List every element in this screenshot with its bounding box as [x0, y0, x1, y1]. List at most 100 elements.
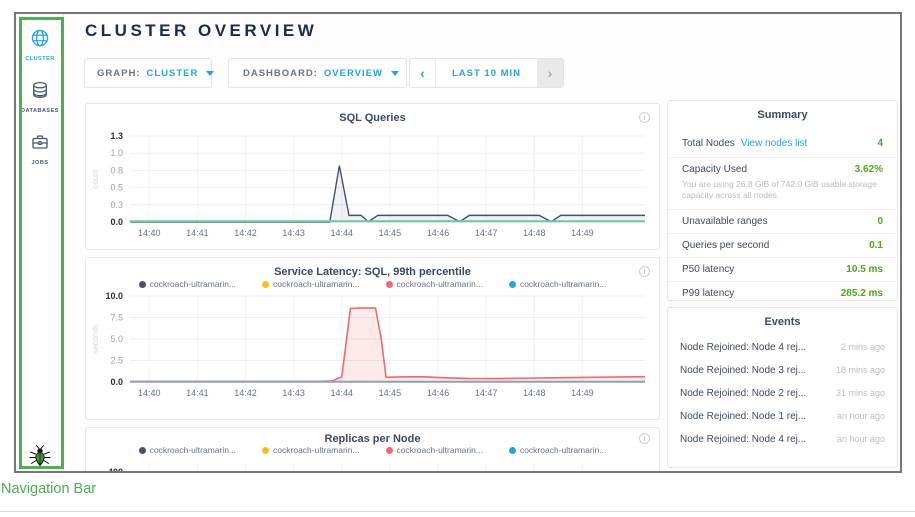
svg-text:14:44: 14:44: [331, 388, 354, 398]
legend-dot-icon: [386, 447, 393, 454]
legend-item: cockroach-ultramarin...: [509, 445, 606, 455]
svg-text:400: 400: [108, 467, 123, 473]
svg-text:14:43: 14:43: [282, 388, 305, 398]
event-row[interactable]: Node Rejoined: Node 4 rej... an hour ago: [668, 428, 897, 451]
summary-value: 285.2 ms: [841, 288, 883, 299]
page-divider: [0, 511, 915, 512]
summary-row-p50-latency: P50 latency 10.5 ms: [668, 258, 897, 282]
time-range-selector: ‹ LAST 10 MIN ›: [409, 58, 564, 88]
svg-text:10.0: 10.0: [105, 291, 123, 301]
svg-text:0.8: 0.8: [110, 165, 123, 175]
svg-text:14:40: 14:40: [138, 388, 161, 398]
svg-text:14:46: 14:46: [427, 388, 450, 398]
legend-item: cockroach-ultramarin...: [386, 445, 483, 455]
svg-text:5.0: 5.0: [110, 334, 123, 344]
replicas-per-node-chart: 400: [86, 456, 659, 473]
chart-legend: cockroach-ultramarin... cockroach-ultram…: [86, 279, 659, 289]
page-title: CLUSTER OVERVIEW: [85, 21, 317, 41]
service-latency-card: Service Latency: SQL, 99th percentile i …: [85, 257, 660, 420]
svg-text:14:49: 14:49: [571, 388, 594, 398]
legend-dot-icon: [262, 281, 269, 288]
svg-text:14:47: 14:47: [475, 388, 498, 398]
event-row[interactable]: Node Rejoined: Node 3 rej... 18 mins ago: [668, 359, 897, 382]
legend-dot-icon: [139, 447, 146, 454]
legend-item: cockroach-ultramarin...: [262, 279, 359, 289]
svg-text:1.3: 1.3: [110, 131, 123, 141]
time-range-value[interactable]: LAST 10 MIN: [436, 59, 537, 87]
sidebar-item-label: DATABASES: [16, 108, 64, 114]
legend-dot-icon: [262, 447, 269, 454]
graph-dropdown-value: CLUSTER: [146, 68, 198, 79]
summary-title: Summary: [668, 101, 897, 121]
svg-text:14:45: 14:45: [379, 228, 402, 238]
summary-value: 0.1: [869, 240, 883, 251]
legend-dot-icon: [386, 281, 393, 288]
svg-text:0.5: 0.5: [110, 183, 123, 193]
summary-value: 10.5 ms: [846, 264, 883, 275]
summary-row-total-nodes: Total NodesView nodes list 4: [668, 127, 897, 158]
summary-row-p99-latency: P99 latency 285.2 ms: [668, 282, 897, 301]
globe-icon: [30, 28, 50, 48]
chart-title: Replicas per Node: [86, 428, 659, 445]
time-range-prev-button[interactable]: ‹: [410, 59, 436, 87]
svg-text:14:49: 14:49: [571, 228, 594, 238]
svg-text:14:46: 14:46: [427, 228, 450, 238]
capacity-used-subtext: You are using 26.8 GiB of 742.0 GiB usab…: [668, 177, 897, 210]
graph-dropdown-label: GRAPH:: [97, 68, 140, 79]
summary-row-queries-per-second: Queries per second 0.1: [668, 234, 897, 258]
chart-title: Service Latency: SQL, 99th percentile: [86, 258, 659, 278]
svg-text:0.0: 0.0: [110, 217, 123, 227]
event-row[interactable]: Node Rejoined: Node 1 rej... an hour ago: [668, 405, 897, 428]
dashboard-dropdown-label: DASHBOARD:: [243, 68, 318, 79]
dashboard-dropdown-value: OVERVIEW: [324, 68, 383, 79]
svg-text:14:41: 14:41: [186, 228, 209, 238]
svg-text:7.5: 7.5: [110, 313, 123, 323]
svg-text:14:48: 14:48: [523, 388, 546, 398]
database-icon: [30, 80, 50, 100]
legend-item: cockroach-ultramarin...: [262, 445, 359, 455]
dashboard-dropdown[interactable]: DASHBOARD: OVERVIEW: [228, 58, 407, 88]
briefcase-icon: [30, 132, 50, 152]
sidebar-item-label: JOBS: [16, 160, 64, 166]
svg-text:seconds: seconds: [91, 324, 100, 354]
event-row[interactable]: Node Rejoined: Node 4 rej... 2 mins ago: [668, 336, 897, 359]
legend-dot-icon: [139, 281, 146, 288]
svg-text:14:42: 14:42: [234, 388, 257, 398]
svg-text:14:40: 14:40: [138, 228, 161, 238]
svg-text:1.0: 1.0: [110, 148, 123, 158]
events-title: Events: [668, 308, 897, 328]
annotation-label: Navigation Bar: [1, 481, 96, 497]
service-latency-chart: 14:4014:4114:4214:4314:4414:4514:4614:47…: [86, 290, 659, 412]
summary-value: 3.62%: [855, 164, 883, 175]
chevron-right-icon: ›: [548, 65, 553, 81]
chart-legend: cockroach-ultramarin... cockroach-ultram…: [86, 445, 659, 455]
summary-row-unavailable-ranges: Unavailable ranges 0: [668, 210, 897, 234]
sql-queries-card: SQL Queries i 14:40 14:41 14:42 14:43 14:44 1…: [85, 103, 660, 250]
info-icon[interactable]: i: [639, 433, 650, 444]
svg-text:0.0: 0.0: [110, 377, 123, 387]
chart-title: SQL Queries: [86, 104, 659, 124]
time-range-next-button-disabled[interactable]: ›: [537, 59, 563, 87]
sidebar-item-cluster[interactable]: CLUSTER: [16, 28, 64, 62]
svg-text:count: count: [91, 168, 100, 188]
chevron-down-icon: [206, 71, 214, 76]
info-icon[interactable]: i: [639, 112, 650, 123]
app-window: CLUSTER DATABASES: [14, 12, 902, 473]
info-icon[interactable]: i: [639, 266, 650, 277]
events-panel: Events Node Rejoined: Node 4 rej... 2 mi…: [667, 307, 898, 468]
svg-text:0.3: 0.3: [110, 200, 123, 210]
summary-panel: Summary Total NodesView nodes list 4 Cap…: [667, 100, 898, 301]
sql-queries-chart: 14:4014:4114:4214:4314:4414:4514:4614:47…: [86, 130, 659, 248]
svg-text:14:42: 14:42: [234, 228, 257, 238]
sidebar-item-databases[interactable]: DATABASES: [16, 80, 64, 114]
cockroachdb-logo[interactable]: [16, 442, 64, 473]
svg-text:14:44: 14:44: [331, 228, 354, 238]
graph-dropdown[interactable]: GRAPH: CLUSTER: [84, 58, 212, 88]
event-row[interactable]: Node Rejoined: Node 2 rej... 31 mins ago: [668, 382, 897, 405]
sidebar-item-jobs[interactable]: JOBS: [16, 132, 64, 166]
view-nodes-list-link[interactable]: View nodes list: [741, 138, 808, 149]
legend-dot-icon: [509, 447, 516, 454]
replicas-per-node-card: Replicas per Node i cockroach-ultramarin…: [85, 427, 660, 473]
sidebar-item-label: CLUSTER: [16, 56, 64, 62]
svg-text:14:43: 14:43: [282, 228, 305, 238]
